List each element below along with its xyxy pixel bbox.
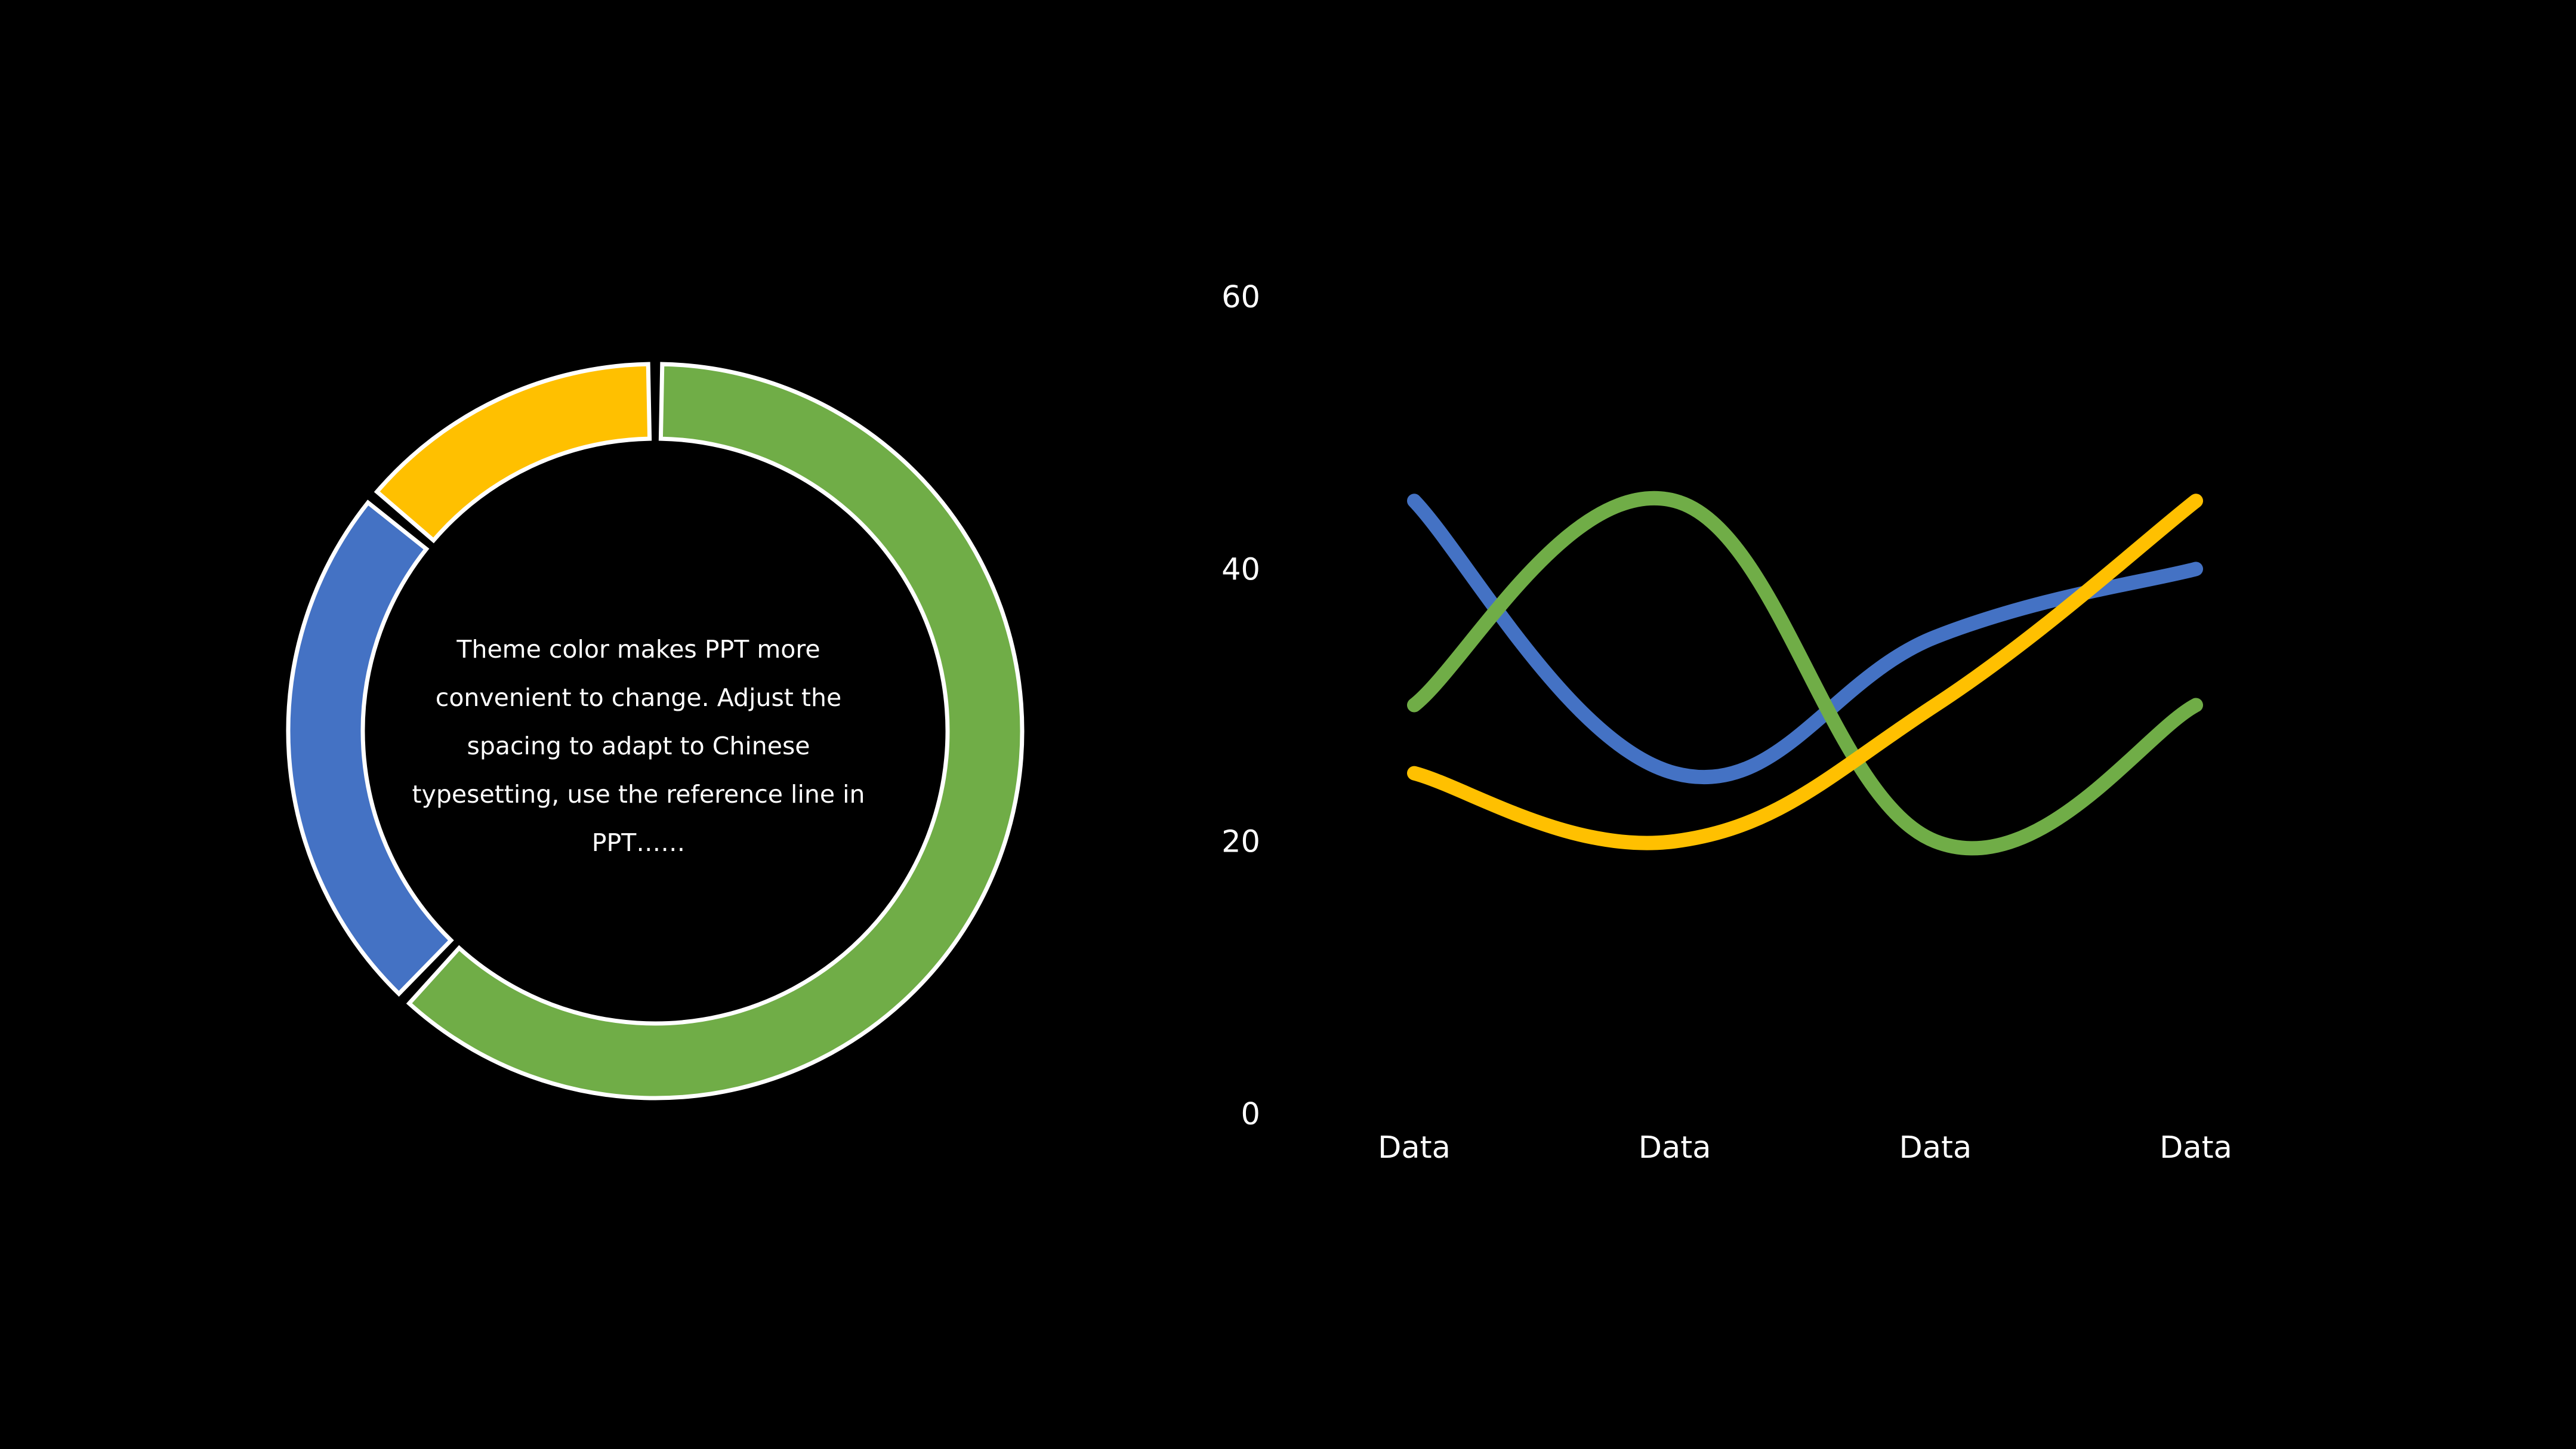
x-tick-label: Data: [1639, 1130, 1711, 1166]
donut-center-text: Theme color makes PPT more convenient to…: [412, 635, 865, 857]
y-tick-label: 20: [1221, 825, 1260, 860]
donut-segment-1: [406, 362, 1025, 1100]
donut-segment-2: [286, 500, 454, 997]
series-line-2: [1407, 491, 2203, 856]
series-line-1: [1407, 494, 2203, 784]
series-line-3: [1407, 494, 2203, 850]
x-tick-label: Data: [1378, 1130, 1451, 1166]
y-tick-label: 40: [1221, 552, 1260, 587]
x-tick-label: Data: [1899, 1130, 1972, 1166]
y-tick-label: 0: [1241, 1097, 1260, 1132]
donut-segment-3: [374, 362, 652, 544]
x-tick-label: Data: [2159, 1130, 2232, 1166]
y-tick-label: 60: [1221, 280, 1260, 315]
